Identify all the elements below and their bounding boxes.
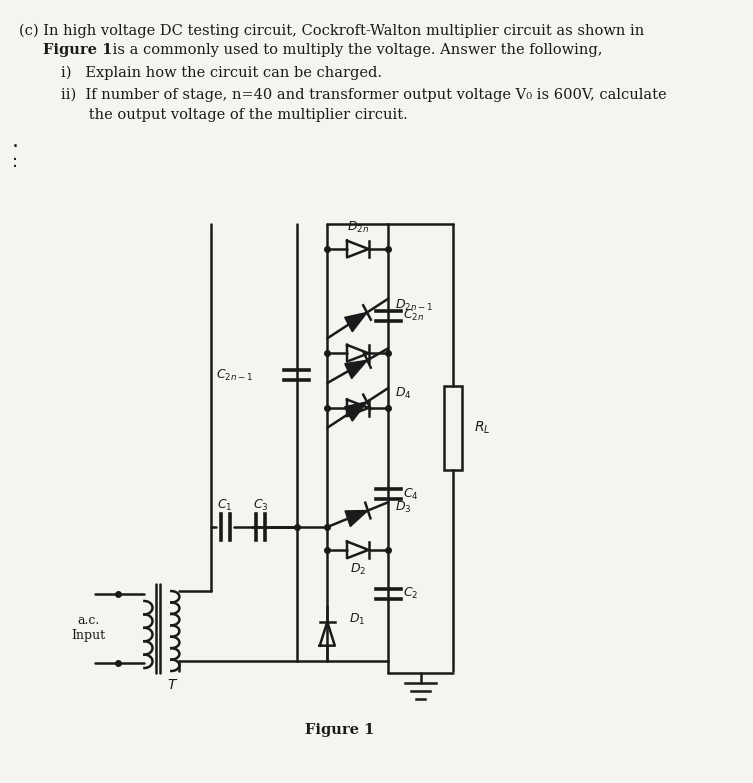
Text: $C_4$: $C_4$ — [403, 487, 419, 502]
Text: $C_{2n}$: $C_{2n}$ — [403, 308, 424, 323]
Text: $D_3$: $D_3$ — [395, 500, 412, 514]
Polygon shape — [345, 511, 368, 526]
Polygon shape — [345, 312, 367, 332]
Text: $C_3$: $C_3$ — [253, 498, 269, 513]
Text: Figure 1: Figure 1 — [43, 44, 112, 57]
Text: $D_1$: $D_1$ — [349, 612, 365, 627]
Text: i)   Explain how the circuit can be charged.: i) Explain how the circuit can be charge… — [61, 65, 382, 80]
Text: :: : — [12, 153, 18, 171]
Text: $D_4$: $D_4$ — [395, 385, 412, 401]
Text: $C_{2n-1}$: $C_{2n-1}$ — [216, 367, 254, 383]
Text: $C_1$: $C_1$ — [218, 498, 233, 513]
Text: Figure 1: Figure 1 — [305, 723, 374, 737]
Text: $C_2$: $C_2$ — [403, 586, 418, 601]
Text: the output voltage of the multiplier circuit.: the output voltage of the multiplier cir… — [61, 108, 408, 122]
Text: .: . — [12, 131, 19, 151]
Text: (c) In high voltage DC testing circuit, Cockroft-Walton multiplier circuit as sh: (c) In high voltage DC testing circuit, … — [19, 23, 644, 38]
Text: $D_{2n}$: $D_{2n}$ — [346, 219, 369, 235]
Text: ii)  If number of stage, n=40 and transformer output voltage V₀ is 600V, calcula: ii) If number of stage, n=40 and transfo… — [61, 87, 666, 102]
Text: a.c.
Input: a.c. Input — [72, 615, 106, 642]
Polygon shape — [345, 360, 367, 378]
Text: $T$: $T$ — [167, 678, 178, 692]
Polygon shape — [345, 402, 367, 421]
Text: is a commonly used to multiply the voltage. Answer the following,: is a commonly used to multiply the volta… — [108, 44, 602, 57]
Bar — [444, 385, 462, 470]
Text: $R_L$: $R_L$ — [474, 420, 491, 436]
Text: $D_2$: $D_2$ — [349, 562, 366, 577]
Text: $D_{2n-1}$: $D_{2n-1}$ — [395, 298, 434, 313]
